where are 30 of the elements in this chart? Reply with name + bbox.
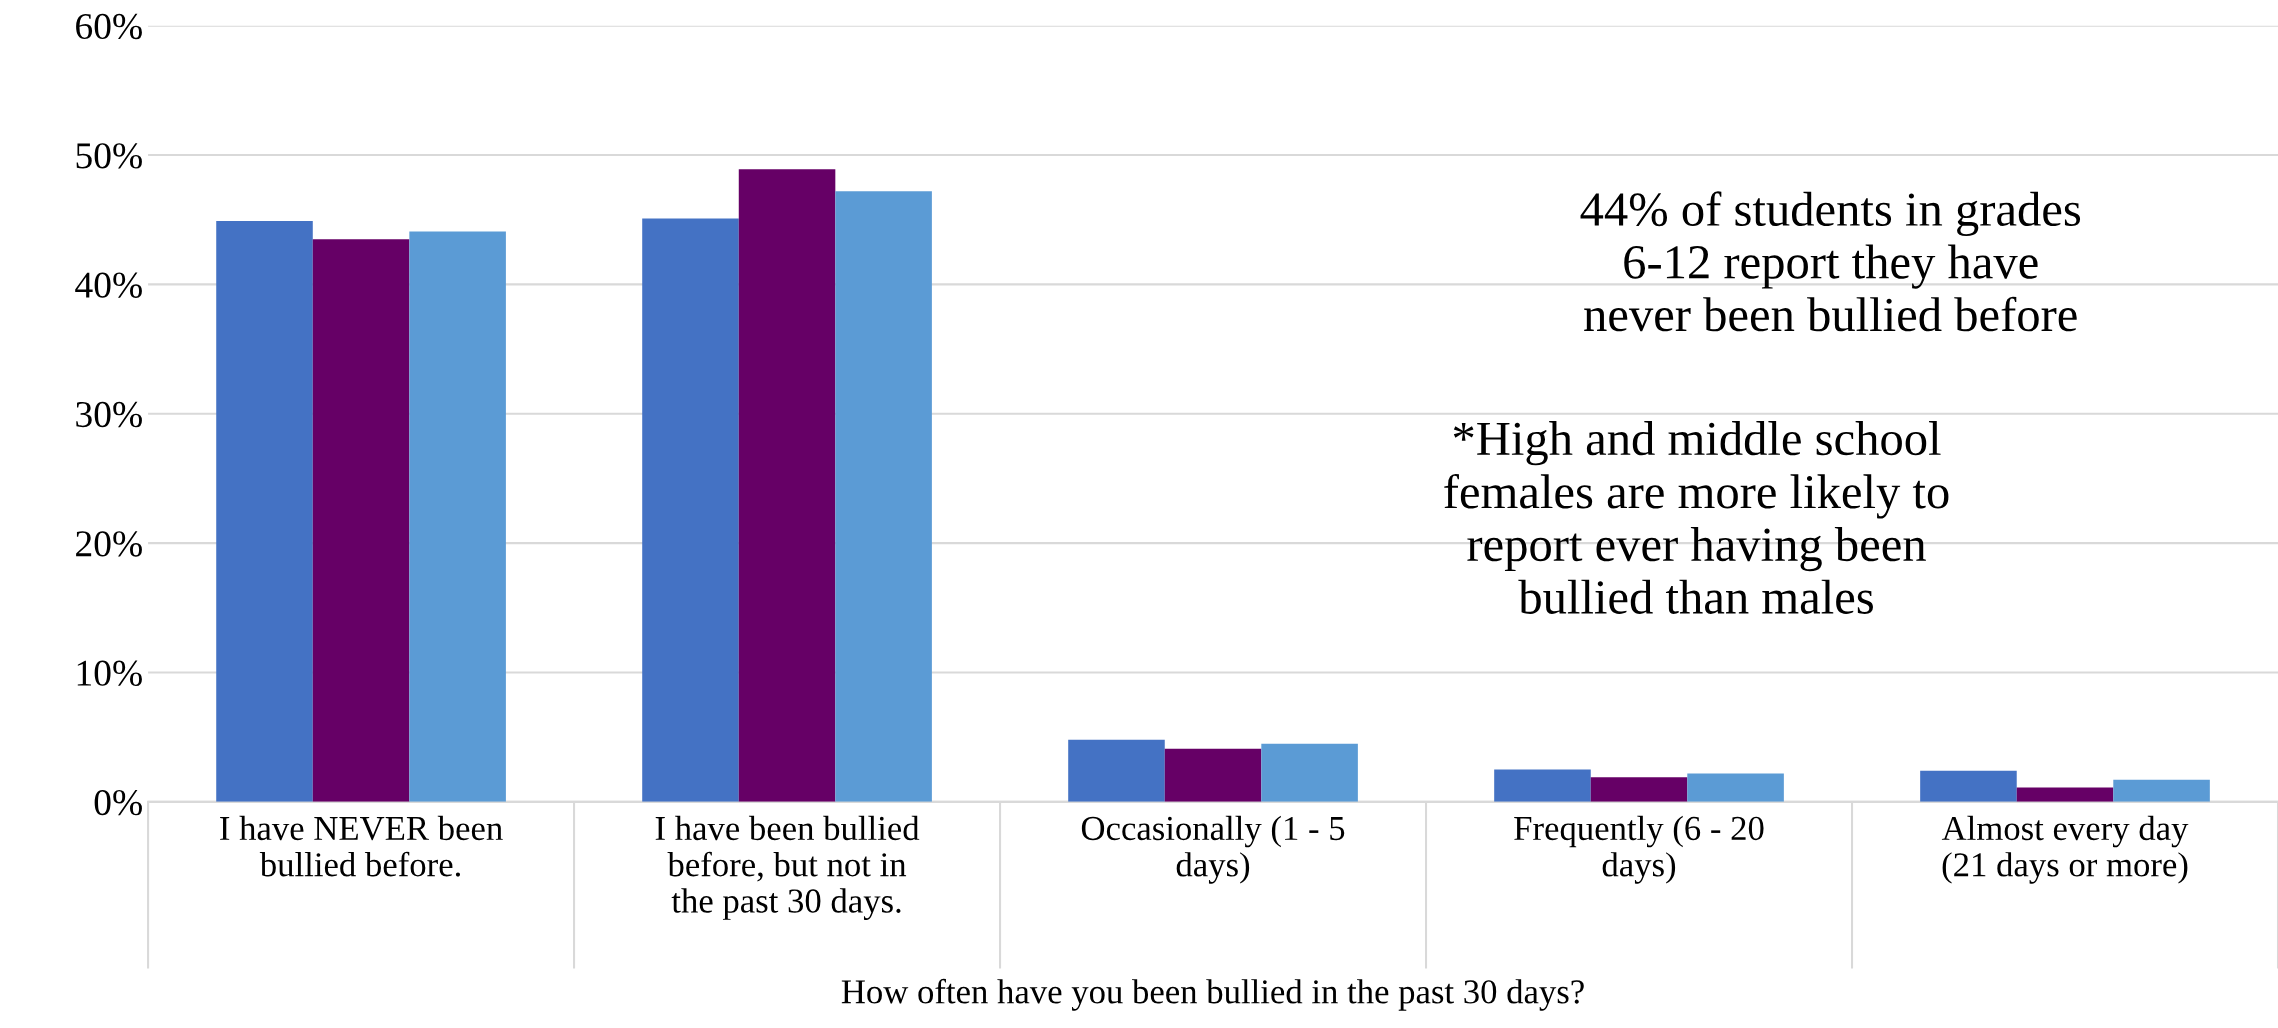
bar bbox=[2113, 779, 2210, 802]
bar bbox=[1920, 770, 2017, 802]
bar bbox=[312, 239, 410, 802]
bar bbox=[409, 231, 506, 802]
bar bbox=[1687, 773, 1784, 802]
x-tick-label: Frequently (6 - 20 days) bbox=[1514, 815, 1764, 884]
x-tick-label: I have been bullied before, but not in the past 30 days. bbox=[655, 815, 920, 920]
bar bbox=[1164, 748, 1262, 802]
bar bbox=[738, 169, 836, 802]
y-tick-label: 30% bbox=[76, 401, 142, 428]
y-tick-label: 60% bbox=[76, 13, 142, 40]
x-axis-title: How often have you been bullied in the past 30 days? bbox=[841, 978, 1584, 1011]
bar bbox=[642, 218, 739, 802]
x-tick-label: Occasionally (1 - 5 days) bbox=[1081, 815, 1345, 884]
x-tick-label: I have NEVER been bullied before. bbox=[220, 815, 503, 877]
y-tick-label: 50% bbox=[76, 143, 142, 169]
y-tick-label: 40% bbox=[75, 272, 142, 298]
bar bbox=[835, 191, 932, 802]
bar bbox=[1494, 769, 1591, 802]
annotation: *High and middle school females are more likely to report ever having been bullied than males bbox=[1444, 421, 1949, 614]
y-tick-label: 0% bbox=[94, 789, 142, 816]
bar bbox=[2016, 787, 2114, 802]
y-tick-label: 10% bbox=[77, 660, 142, 686]
bar bbox=[1068, 739, 1165, 802]
bar bbox=[216, 221, 313, 802]
x-tick-label: Almost every day (21 days or more) bbox=[1941, 815, 2189, 884]
y-tick-label: 20% bbox=[76, 531, 142, 557]
annotation: 44% of students in grades 6-12 report they have never been bullied before bbox=[1580, 191, 2081, 332]
bar bbox=[1590, 777, 1688, 802]
bar bbox=[1261, 743, 1358, 802]
